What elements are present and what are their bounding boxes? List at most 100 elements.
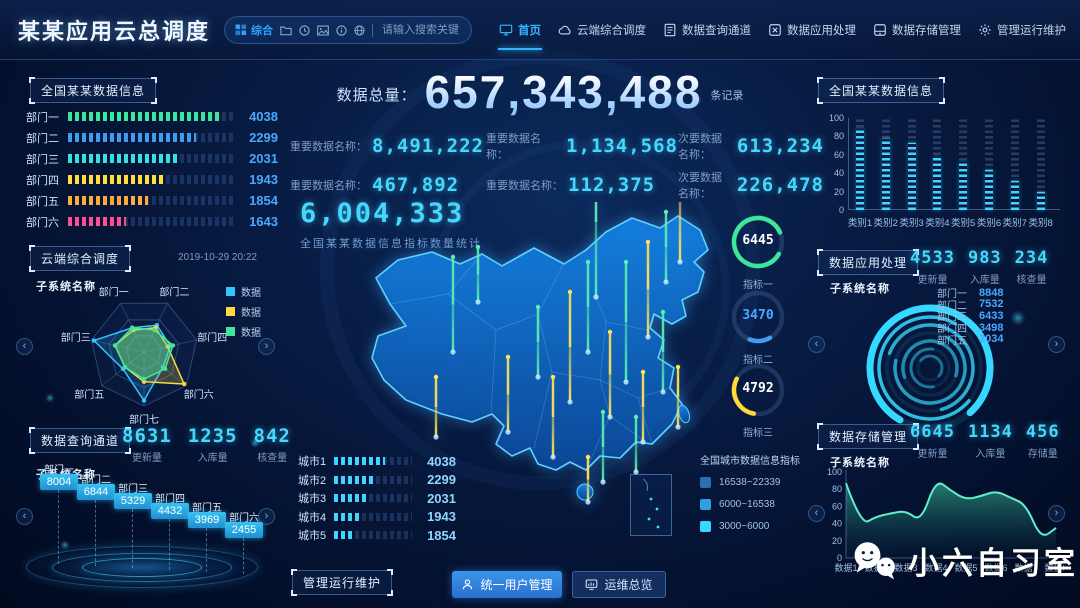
nav-item-4[interactable]: 数据存储管理: [871, 18, 963, 42]
gauge-label: 指标二: [743, 355, 773, 366]
title-corner: [291, 590, 297, 596]
query-stats: 8631 更新量 1235 入库量 842 核查量: [122, 426, 291, 464]
city-bar-row: 城市2 2299: [298, 471, 456, 490]
key-stat-value: 1,134,568: [566, 135, 678, 157]
svg-text:数据4: 数据4: [924, 562, 947, 573]
stat-item: 6645 更新量: [910, 422, 955, 460]
title-corner: [29, 427, 35, 433]
svg-text:数据3: 数据3: [894, 562, 917, 573]
dept-bar-track: [68, 175, 234, 184]
tag-connector: [243, 538, 244, 574]
title-corner: [29, 448, 35, 454]
nav-item-2[interactable]: 数据查询通道: [661, 18, 753, 42]
gauge-value: 6445: [742, 233, 774, 248]
svg-text:部门一: 部门一: [99, 286, 129, 299]
panel-title-app-label: 数据应用处理: [829, 256, 908, 270]
clock-icon[interactable]: [299, 24, 310, 36]
tag-value-chip: 8004: [40, 474, 78, 490]
user-management-button[interactable]: 统一用户管理: [452, 571, 562, 598]
v-bar-track: [1010, 118, 1019, 210]
gauge-3: 4792 指标三: [728, 360, 788, 439]
x-category-label: 类别1: [847, 218, 873, 229]
dept-bar-label: 部门五: [26, 195, 59, 208]
carousel-prev-button[interactable]: ‹: [16, 508, 33, 525]
search-category[interactable]: 综合: [235, 22, 273, 38]
indicator-subtitle: 全国某某数据信息指标数量统计: [300, 238, 482, 250]
main-nav: 首页 云端综合调度 数据查询通道 数据应用处理 数据存储管理 管理运行维护: [497, 0, 1068, 60]
city-bar-value: 1943: [427, 509, 456, 525]
svg-text:部门二: 部门二: [159, 286, 189, 299]
panel-title-dept-label: 全国某某数据信息: [41, 84, 146, 98]
carousel-next-button[interactable]: ›: [1048, 505, 1065, 522]
city-bar-fill: [334, 475, 373, 484]
nav-item-label: 云端综合调度: [577, 25, 646, 37]
carousel-prev-button[interactable]: ‹: [16, 338, 33, 355]
gauge-label: 指标一: [743, 280, 773, 291]
stat-item: 1235 入库量: [188, 426, 238, 464]
panel-title-storage-label: 数据存储管理: [829, 430, 908, 444]
carousel-next-button[interactable]: ›: [1048, 336, 1065, 353]
key-stats: 重要数据名称： 8,491,222 重要数据名称： 1,134,568 次要数据名称： 6…: [290, 130, 824, 201]
title-corner: [387, 569, 394, 575]
stat-label: 更新量: [917, 449, 948, 460]
nav-item-5[interactable]: 管理运行维护: [976, 18, 1068, 42]
dept-bar-value: 2299: [249, 130, 278, 145]
info-icon[interactable]: [336, 24, 347, 36]
nav-item-label: 首页: [518, 25, 541, 37]
nav-item-label: 管理运行维护: [997, 25, 1066, 37]
panel-title-dept: 全国某某数据信息: [29, 77, 158, 104]
legend-label: 数据: [241, 328, 261, 339]
tag-dept-label: 部门六: [229, 513, 259, 524]
stat-item: 983 入库量: [968, 248, 1002, 286]
v-bar-fill: [1036, 191, 1045, 210]
svg-text:部门七: 部门七: [129, 413, 159, 426]
radar-legend-item: 数据: [226, 284, 261, 299]
v-bar-fill: [907, 142, 916, 210]
tag-connector: [169, 518, 170, 570]
image-icon[interactable]: [317, 25, 329, 36]
nav-item-3[interactable]: 数据应用处理: [766, 18, 858, 42]
stat-value: 1134: [967, 422, 1013, 442]
dept-bar-value: 2031: [249, 151, 278, 166]
nav-item-home[interactable]: 首页: [497, 18, 543, 50]
title-corner: [817, 98, 823, 104]
dept-bar-chart: 部门一 4038 部门二 2299 部门三 2031 部门四 1943 部门五 1854 部门六 16…: [26, 106, 278, 232]
stat-value: 983: [967, 248, 1002, 268]
panel-title-radar: 云端综合调度: [29, 245, 132, 272]
dept-bar-row: 部门一 4038: [26, 106, 278, 127]
globe-icon[interactable]: [354, 24, 365, 36]
panel-title-query: 数据查询通道: [29, 427, 132, 454]
legend-swatch: [700, 521, 711, 532]
radar-legend: 数据 数据 数据: [226, 284, 261, 344]
carousel-prev-button[interactable]: ‹: [808, 505, 825, 522]
carousel-prev-button[interactable]: ‹: [808, 336, 825, 353]
monitor-chart-icon: [586, 579, 598, 590]
header-bar: 某某应用云总调度 综合 首页 云端综合调度 数据查询通道 数据应用处理 数据存储管理 管理…: [0, 0, 1080, 60]
key-stat-value: 112,375: [568, 174, 656, 196]
map-legend-item: 16538~22339: [700, 477, 800, 488]
folder-icon[interactable]: [280, 25, 292, 36]
total-value: 657,343,488: [424, 66, 703, 118]
nav-item-1[interactable]: 云端综合调度: [556, 18, 648, 42]
search-input[interactable]: [380, 23, 461, 37]
legend-range: 16538~22339: [719, 477, 781, 488]
legend-swatch: [226, 307, 235, 316]
carousel-next-button[interactable]: ›: [258, 338, 275, 355]
title-corner: [151, 98, 158, 104]
title-corner: [125, 427, 132, 433]
ring-legend-value: 2034: [979, 333, 1004, 346]
ops-overview-button[interactable]: 运维总览: [572, 571, 666, 598]
south-china-sea-inset: [630, 474, 672, 536]
title-corner: [817, 77, 823, 83]
carousel-next-button[interactable]: ›: [258, 508, 275, 525]
city-bar-track: [334, 475, 412, 484]
search-bar[interactable]: 综合: [224, 16, 472, 44]
dept-bar-row: 部门六 1643: [26, 211, 278, 232]
y-tick-label: 80: [833, 131, 844, 142]
city-bar-fill: [334, 457, 386, 466]
title-corner: [913, 249, 920, 255]
legend-label: 数据: [241, 288, 261, 299]
key-stat-label: 次要数据名称：: [678, 133, 722, 161]
ops-overview-label: 运维总览: [604, 578, 653, 592]
legend-range: 6000~16538: [719, 499, 775, 510]
